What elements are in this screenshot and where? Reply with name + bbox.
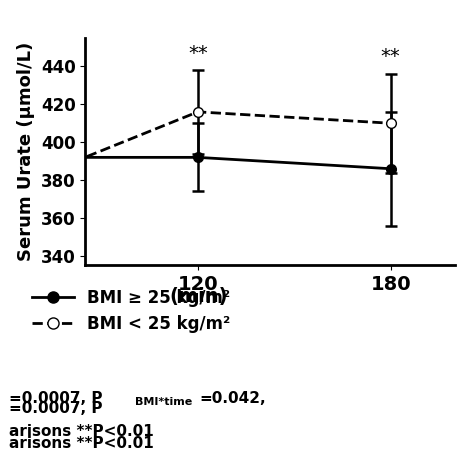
Text: **: ** — [188, 44, 208, 63]
Legend: BMI ≥ 25 kg/m², BMI < 25 kg/m²: BMI ≥ 25 kg/m², BMI < 25 kg/m² — [32, 289, 230, 333]
Text: arisons **P<0.01: arisons **P<0.01 — [9, 424, 154, 439]
Text: =0.042,: =0.042, — [199, 391, 266, 406]
Text: =0.0007, P: =0.0007, P — [9, 391, 103, 406]
Text: **: ** — [381, 47, 401, 66]
Text: BMI*time: BMI*time — [135, 397, 192, 407]
Text: (min): (min) — [170, 287, 228, 306]
Text: =0.0007, P: =0.0007, P — [9, 401, 103, 416]
Text: arisons **P<0.01: arisons **P<0.01 — [9, 436, 154, 451]
Y-axis label: Serum Urate (μmol/L): Serum Urate (μmol/L) — [17, 42, 35, 261]
